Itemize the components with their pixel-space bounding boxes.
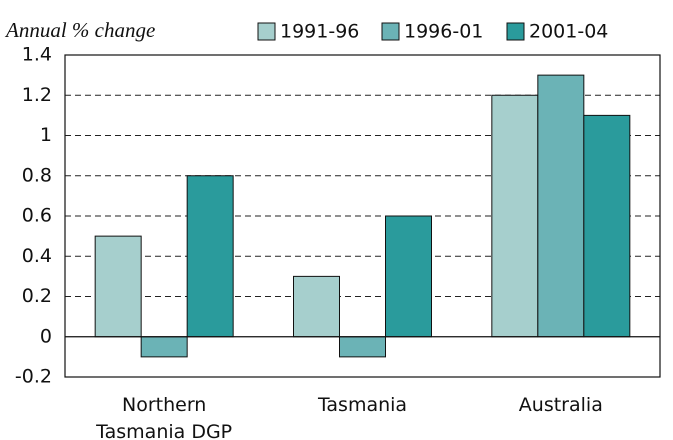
x-tick-line: Northern bbox=[122, 394, 206, 416]
bar bbox=[537, 74, 585, 338]
bar bbox=[293, 275, 340, 338]
x-tick-line: Tasmania bbox=[317, 394, 407, 416]
legend-label: 1996-01 bbox=[404, 21, 483, 43]
legend-swatch bbox=[257, 22, 276, 41]
y-tick-label: -0.2 bbox=[15, 366, 52, 388]
legend-swatch bbox=[506, 22, 525, 41]
legend-swatch bbox=[381, 22, 400, 41]
bar bbox=[186, 175, 234, 338]
bar bbox=[140, 336, 188, 358]
plot-frame bbox=[64, 54, 661, 378]
y-tick-label: 0.2 bbox=[22, 285, 52, 307]
y-tick-label: 1.4 bbox=[22, 44, 52, 66]
y-tick-label: 0.4 bbox=[22, 245, 52, 267]
y-axis-label: Annual % change bbox=[4, 18, 155, 42]
bar bbox=[491, 94, 539, 338]
y-tick-label: 1 bbox=[40, 124, 52, 146]
x-tick-line: Australia bbox=[519, 394, 603, 416]
y-tick-label: 1.2 bbox=[22, 84, 52, 106]
bar bbox=[385, 215, 432, 338]
x-tick-label: Northern Tasmania DGP bbox=[95, 394, 232, 440]
x-tick-label: Australia bbox=[519, 394, 603, 416]
legend-label: 1991-96 bbox=[280, 21, 359, 43]
y-tick-label: 0.6 bbox=[22, 205, 52, 227]
bar bbox=[339, 336, 386, 358]
legend-label: 2001-04 bbox=[529, 21, 608, 43]
y-tick-label: 0.8 bbox=[22, 164, 52, 186]
x-tick-line: Tasmania DGP bbox=[95, 421, 232, 440]
y-tick-label: 0 bbox=[40, 325, 52, 347]
x-tick-label: Tasmania bbox=[317, 394, 407, 416]
bar bbox=[94, 235, 142, 338]
bar bbox=[583, 114, 631, 338]
